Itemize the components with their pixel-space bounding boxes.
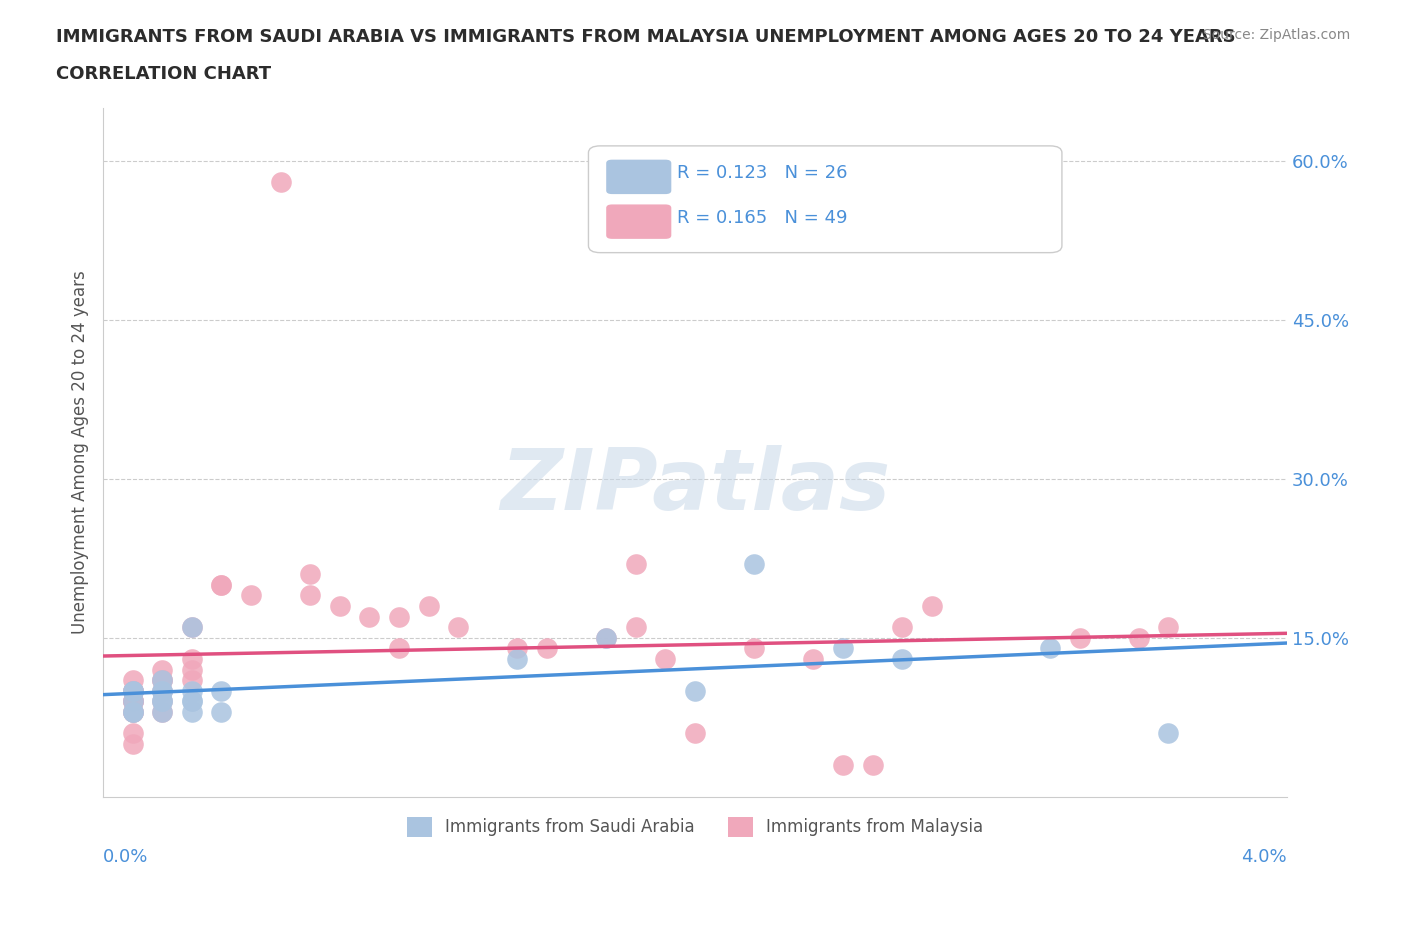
Point <box>121 684 143 698</box>
Point <box>536 641 558 656</box>
Text: R = 0.123   N = 26: R = 0.123 N = 26 <box>678 165 848 182</box>
Point <box>506 641 529 656</box>
Point <box>801 652 824 667</box>
Point <box>121 694 143 709</box>
Point <box>211 578 233 592</box>
Point <box>1128 631 1150 645</box>
Point <box>150 672 173 687</box>
Point <box>180 694 202 709</box>
Point <box>121 725 143 740</box>
Text: CORRELATION CHART: CORRELATION CHART <box>56 65 271 83</box>
Point <box>150 672 173 687</box>
Point <box>742 641 765 656</box>
Point <box>180 652 202 667</box>
Point <box>150 662 173 677</box>
Point <box>359 609 381 624</box>
Point <box>150 684 173 698</box>
Point <box>447 619 470 634</box>
Point <box>299 566 322 581</box>
Point <box>150 705 173 720</box>
Point <box>832 758 855 773</box>
Point <box>388 641 411 656</box>
Point <box>891 652 914 667</box>
Point <box>150 705 173 720</box>
Y-axis label: Unemployment Among Ages 20 to 24 years: Unemployment Among Ages 20 to 24 years <box>72 271 89 634</box>
Legend: Immigrants from Saudi Arabia, Immigrants from Malaysia: Immigrants from Saudi Arabia, Immigrants… <box>399 810 990 844</box>
Point <box>180 619 202 634</box>
Text: R = 0.165   N = 49: R = 0.165 N = 49 <box>678 209 848 227</box>
Point <box>121 705 143 720</box>
Point <box>418 599 440 614</box>
Point <box>121 694 143 709</box>
Point <box>891 619 914 634</box>
Point <box>1039 641 1062 656</box>
Point <box>270 175 292 190</box>
Point <box>683 725 706 740</box>
Point <box>832 641 855 656</box>
Point <box>180 684 202 698</box>
FancyBboxPatch shape <box>589 146 1062 253</box>
Point <box>211 705 233 720</box>
Point <box>624 556 647 571</box>
Point <box>180 619 202 634</box>
Point <box>121 737 143 751</box>
Point <box>624 619 647 634</box>
Point <box>1157 619 1180 634</box>
Point <box>121 684 143 698</box>
Point <box>299 588 322 603</box>
Point <box>211 578 233 592</box>
Text: 4.0%: 4.0% <box>1241 848 1286 867</box>
FancyBboxPatch shape <box>606 205 671 239</box>
Point <box>121 684 143 698</box>
Point <box>150 672 173 687</box>
Point <box>150 694 173 709</box>
Point <box>150 684 173 698</box>
Point <box>180 672 202 687</box>
Point <box>211 684 233 698</box>
Point <box>742 556 765 571</box>
Point <box>121 684 143 698</box>
Point <box>862 758 884 773</box>
Point <box>150 684 173 698</box>
Point <box>121 705 143 720</box>
Point <box>240 588 263 603</box>
Text: IMMIGRANTS FROM SAUDI ARABIA VS IMMIGRANTS FROM MALAYSIA UNEMPLOYMENT AMONG AGES: IMMIGRANTS FROM SAUDI ARABIA VS IMMIGRAN… <box>56 28 1236 46</box>
Point <box>121 684 143 698</box>
Point <box>683 684 706 698</box>
Point <box>121 672 143 687</box>
Point <box>150 694 173 709</box>
Point <box>506 652 529 667</box>
Point <box>654 652 676 667</box>
Text: ZIPatlas: ZIPatlas <box>501 445 890 528</box>
Point <box>329 599 352 614</box>
Point <box>180 662 202 677</box>
Point <box>180 705 202 720</box>
Point <box>150 694 173 709</box>
Point <box>921 599 943 614</box>
Point <box>121 705 143 720</box>
FancyBboxPatch shape <box>606 160 671 194</box>
Point <box>1157 725 1180 740</box>
Point <box>121 705 143 720</box>
Point <box>121 694 143 709</box>
Point <box>388 609 411 624</box>
Point <box>180 694 202 709</box>
Point <box>595 631 617 645</box>
Point <box>595 631 617 645</box>
Point <box>121 694 143 709</box>
Text: Source: ZipAtlas.com: Source: ZipAtlas.com <box>1202 28 1350 42</box>
Point <box>1069 631 1091 645</box>
Text: 0.0%: 0.0% <box>103 848 149 867</box>
